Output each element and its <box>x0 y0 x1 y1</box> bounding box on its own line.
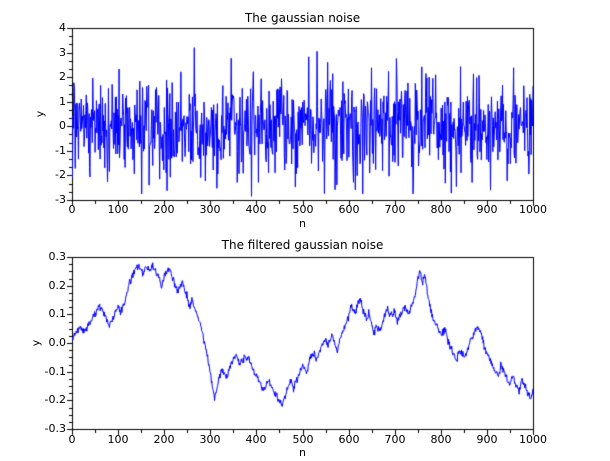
x-tick-label: 100 <box>107 433 129 446</box>
y-tick-label: -0.1 <box>44 365 66 378</box>
x-tick-label: 800 <box>430 203 452 216</box>
top-chart-x-axis-label: n <box>299 217 306 230</box>
y-tick-label: 0.0 <box>48 336 67 349</box>
x-tick-label: 1000 <box>519 203 547 216</box>
x-tick-label: 500 <box>292 433 314 446</box>
x-tick-label: 400 <box>245 203 267 216</box>
y-tick-label: -0.3 <box>44 422 66 435</box>
x-tick-label: 600 <box>338 433 360 446</box>
x-tick-label: 100 <box>107 203 129 216</box>
y-tick-label: 0.1 <box>48 307 67 320</box>
x-tick-label: 400 <box>245 433 267 446</box>
x-tick-label: 900 <box>476 203 498 216</box>
x-tick-label: 300 <box>199 433 221 446</box>
bottom-chart-title: The filtered gaussian noise <box>221 238 384 252</box>
x-tick-label: 900 <box>476 433 498 446</box>
x-tick-label: 600 <box>338 203 360 216</box>
top-chart-title: The gaussian noise <box>244 11 361 25</box>
x-tick-label: 700 <box>384 433 406 446</box>
y-tick-label: 0 <box>59 119 66 132</box>
x-tick-label: 700 <box>384 203 406 216</box>
x-tick-label: 300 <box>199 203 221 216</box>
y-tick-label: 2 <box>59 70 66 83</box>
x-tick-label: 200 <box>153 433 175 446</box>
y-tick-label: 4 <box>59 21 66 34</box>
x-tick-label: 800 <box>430 433 452 446</box>
y-tick-label: -2 <box>55 168 66 181</box>
x-tick-label: 1000 <box>519 433 547 446</box>
y-tick-label: 0.3 <box>48 250 67 263</box>
x-tick-label: 0 <box>68 203 76 216</box>
x-tick-label: 500 <box>292 203 314 216</box>
y-tick-label: 1 <box>59 95 66 108</box>
x-tick-label: 0 <box>68 433 76 446</box>
y-tick-label: -1 <box>55 144 66 157</box>
x-tick-label: 200 <box>153 203 175 216</box>
bottom-chart-x-axis-label: n <box>299 446 306 459</box>
y-tick-label: 3 <box>59 46 66 59</box>
top-chart-y-axis-label: y <box>33 110 47 118</box>
y-tick-label: -0.2 <box>44 393 66 406</box>
y-tick-label: 0.2 <box>48 279 67 292</box>
y-tick-label: -3 <box>55 193 66 206</box>
